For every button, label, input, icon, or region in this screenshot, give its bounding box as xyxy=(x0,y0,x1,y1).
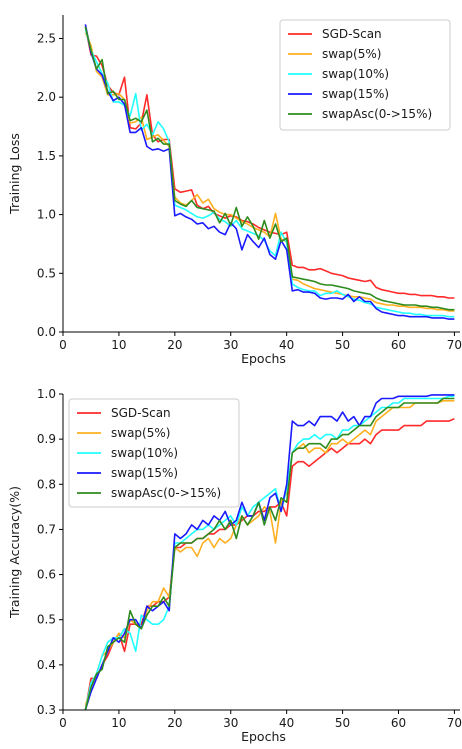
y-tick-label: 0.5 xyxy=(37,266,56,280)
x-tick-label: 70 xyxy=(447,716,462,730)
legend-label-swap-10: swap(10%) xyxy=(111,446,178,460)
x-tick-label: 40 xyxy=(279,338,294,352)
legend-label-swap-15: swap(15%) xyxy=(111,466,178,480)
legend-label-swapasc-0-15: swapAsc(0->15%) xyxy=(111,486,221,500)
y-tick-label: 2.5 xyxy=(37,31,56,45)
x-tick-label: 70 xyxy=(447,338,462,352)
y-axis-label: Training Accuracy(%) xyxy=(7,486,22,619)
x-tick-label: 30 xyxy=(223,716,238,730)
legend-label-swapasc-0-15: swapAsc(0->15%) xyxy=(322,107,432,121)
y-tick-label: 0.7 xyxy=(37,522,56,536)
y-tick-label: 0.5 xyxy=(37,613,56,627)
x-axis-label: Epochs xyxy=(241,351,286,366)
series-line-swapasc-0-15 xyxy=(84,397,455,710)
series-line-sgd-scan xyxy=(84,26,455,299)
x-tick-label: 30 xyxy=(223,338,238,352)
y-axis-label: Training Loss xyxy=(7,133,22,215)
legend: SGD-Scan swap(5%) swap(10%) swap(15%) swapAs… xyxy=(68,398,240,508)
legend-label-swap-10: swap(10%) xyxy=(322,67,389,81)
y-tick-label: 1.0 xyxy=(37,208,56,222)
y-tick-label: 0.0 xyxy=(37,325,56,339)
x-tick-label: 20 xyxy=(167,716,182,730)
y-tick-label: 0.9 xyxy=(37,432,56,446)
training-accuracy-chart: 0 10 20 30 40 50 60 70 0.3 0.4 0.5 0.6 0.7 0.8 0.9 1.0 E… xyxy=(7,387,462,744)
series-line-swap-10 xyxy=(84,395,455,710)
plot-area xyxy=(84,24,455,320)
x-tick-label: 50 xyxy=(335,338,350,352)
legend-label-sgd-scan: SGD-Scan xyxy=(322,27,382,41)
series-line-swap-10 xyxy=(84,28,455,318)
legend-frame xyxy=(68,398,240,508)
legend-frame xyxy=(279,19,451,131)
legend: SGD-Scan swap(5%) swap(10%) swap(15%) swapAs… xyxy=(279,19,451,131)
series-line-swapasc-0-15 xyxy=(84,26,455,311)
x-tick-label: 50 xyxy=(335,716,350,730)
legend-label-swap-15: swap(15%) xyxy=(322,87,389,101)
x-tick-label: 60 xyxy=(391,338,406,352)
legend-label-sgd-scan: SGD-Scan xyxy=(111,406,171,420)
y-tick-label: 1.5 xyxy=(37,149,56,163)
x-tick-label: 20 xyxy=(167,338,182,352)
x-tick-label: 10 xyxy=(111,716,126,730)
series-line-swap-15 xyxy=(84,394,455,710)
x-tick-label: 60 xyxy=(391,716,406,730)
y-tick-label: 2.0 xyxy=(37,90,56,104)
y-tick-label: 1.0 xyxy=(37,387,56,401)
y-tick-label: 0.3 xyxy=(37,703,56,717)
x-tick-label: 10 xyxy=(111,338,126,352)
x-tick-label: 40 xyxy=(279,716,294,730)
x-tick-label: 0 xyxy=(59,338,67,352)
plot-area xyxy=(84,394,455,710)
legend-label-swap-5: swap(5%) xyxy=(111,426,170,440)
training-loss-chart: 0 10 20 30 40 50 60 70 0.0 0.5 1.0 1.5 2.0 2.5 Epochs T… xyxy=(7,15,462,366)
x-axis-label: Epochs xyxy=(241,729,286,744)
y-tick-label: 0.4 xyxy=(37,658,56,672)
x-tick-label: 0 xyxy=(59,716,67,730)
series-line-swap-15 xyxy=(84,24,455,320)
y-tick-label: 0.8 xyxy=(37,477,56,491)
legend-label-swap-5: swap(5%) xyxy=(322,47,381,61)
y-tick-label: 0.6 xyxy=(37,568,56,582)
